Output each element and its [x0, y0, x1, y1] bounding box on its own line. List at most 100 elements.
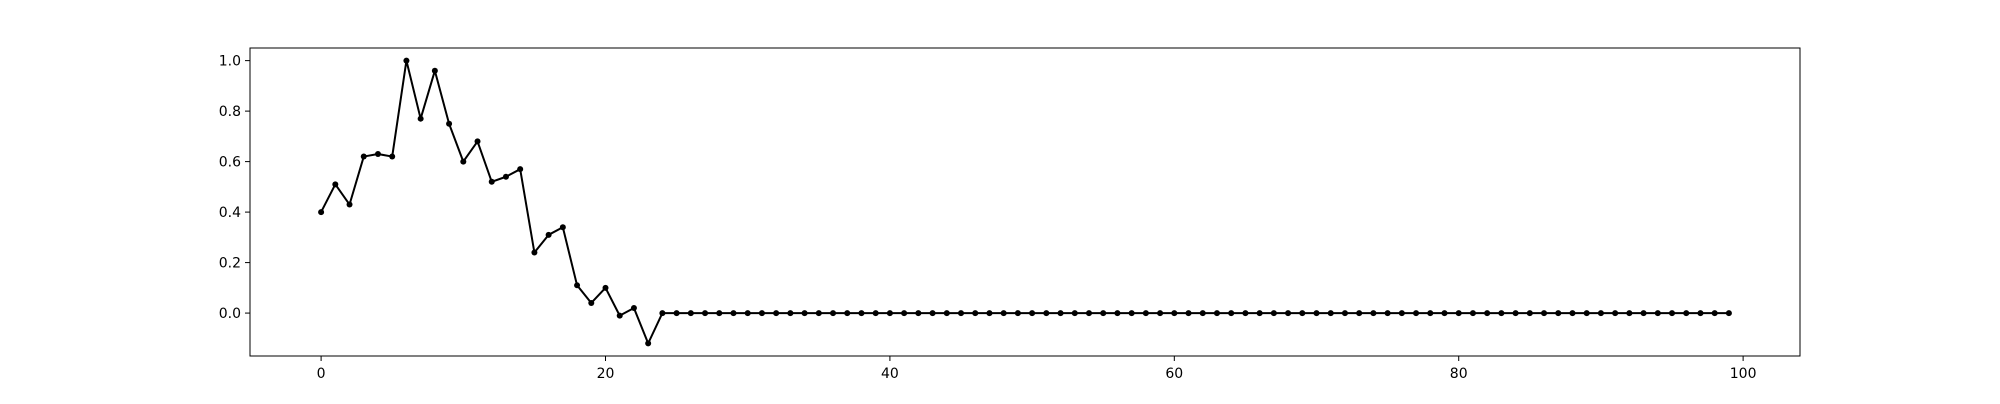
data-point: [346, 201, 353, 208]
data-point: [1413, 310, 1420, 317]
data-point: [1697, 310, 1704, 317]
y-tick-label: 0.8: [219, 104, 241, 120]
data-point: [574, 282, 581, 289]
data-point: [915, 310, 922, 317]
data-point: [1213, 310, 1220, 317]
data-point: [1398, 310, 1405, 317]
data-point: [630, 305, 637, 312]
data-point: [1157, 310, 1164, 317]
data-point: [1583, 310, 1590, 317]
data-point: [1612, 310, 1619, 317]
data-point: [474, 138, 481, 145]
data-point: [1071, 310, 1078, 317]
data-point: [702, 310, 709, 317]
plot-layer: [318, 57, 1732, 347]
data-point: [1327, 310, 1334, 317]
data-point: [1597, 310, 1604, 317]
data-point: [815, 310, 822, 317]
data-point: [389, 153, 396, 160]
data-point: [687, 310, 694, 317]
data-point: [1043, 310, 1050, 317]
data-point: [943, 310, 950, 317]
data-point: [1128, 310, 1135, 317]
data-point: [1270, 310, 1277, 317]
data-point: [730, 310, 737, 317]
data-point: [517, 166, 524, 173]
data-point: [1725, 310, 1732, 317]
x-tick-label: 60: [1165, 366, 1183, 382]
data-point: [858, 310, 865, 317]
data-point: [872, 310, 879, 317]
data-point: [1498, 310, 1505, 317]
data-point: [1569, 310, 1576, 317]
data-point: [1654, 310, 1661, 317]
data-point: [588, 299, 595, 306]
data-point: [488, 178, 495, 185]
data-point: [1484, 310, 1491, 317]
data-point: [1640, 310, 1647, 317]
data-point: [787, 310, 794, 317]
data-point: [844, 310, 851, 317]
data-point: [1669, 310, 1676, 317]
data-point: [1057, 310, 1064, 317]
plot-frame: [249, 47, 1801, 357]
data-point: [1285, 310, 1292, 317]
data-point: [1242, 310, 1249, 317]
data-point: [360, 153, 367, 160]
data-point: [545, 231, 552, 238]
data-point: [773, 310, 780, 317]
data-point: [801, 310, 808, 317]
data-point: [502, 173, 509, 180]
axes-layer: 0 20 40 60 80 100 0.0 0.2 0.4 0.6 0.8 1.0: [219, 54, 1757, 382]
data-point: [1014, 310, 1021, 317]
data-point: [1526, 310, 1533, 317]
data-point: [559, 224, 566, 231]
data-point: [830, 310, 837, 317]
data-point: [1356, 310, 1363, 317]
data-point: [1142, 310, 1149, 317]
data-point: [1185, 310, 1192, 317]
x-tick-label: 0: [317, 366, 326, 382]
data-point: [744, 310, 751, 317]
series-line: [320, 59, 1729, 345]
data-point: [1455, 310, 1462, 317]
data-point: [1100, 310, 1107, 317]
y-tick-label: 0.6: [219, 155, 241, 171]
data-point: [318, 209, 325, 216]
data-point: [1000, 310, 1007, 317]
data-point: [758, 310, 765, 317]
data-point: [659, 310, 666, 317]
data-point: [901, 310, 908, 317]
data-point: [616, 312, 623, 319]
data-point: [531, 249, 538, 256]
data-point: [332, 181, 339, 188]
x-tick-label: 80: [1450, 366, 1468, 382]
data-point: [1555, 310, 1562, 317]
data-point: [716, 310, 723, 317]
data-point: [972, 310, 979, 317]
data-point: [1029, 310, 1036, 317]
data-point: [1441, 310, 1448, 317]
data-point: [673, 310, 680, 317]
data-point: [645, 340, 652, 347]
y-tick-label: 0.4: [219, 205, 241, 221]
data-point: [1683, 310, 1690, 317]
data-point: [403, 57, 410, 64]
data-point: [1171, 310, 1178, 317]
data-point: [1370, 310, 1377, 317]
data-point: [1626, 310, 1633, 317]
x-tick-label: 40: [881, 366, 899, 382]
data-point: [1427, 310, 1434, 317]
data-point: [1512, 310, 1519, 317]
x-tick-label: 100: [1730, 366, 1757, 382]
data-point: [1541, 310, 1548, 317]
data-point: [602, 284, 609, 291]
data-point: [1299, 310, 1306, 317]
y-tick-label: 0.0: [219, 306, 241, 322]
data-point: [986, 310, 993, 317]
data-point: [374, 151, 381, 158]
data-point: [431, 67, 438, 74]
